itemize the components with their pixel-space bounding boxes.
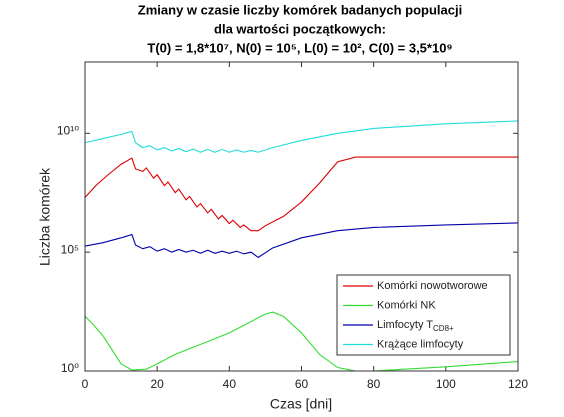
legend-label: Krążące limfocyty <box>377 338 464 350</box>
line-series <box>85 222 518 259</box>
legend-box <box>336 274 511 356</box>
plot-frame <box>84 61 519 372</box>
x-tick-label: 120 <box>508 377 528 391</box>
chart-title: dla wartości początkowych: <box>214 21 386 36</box>
chart-title: Zmiany w czasie liczby komórek badanych … <box>138 2 462 17</box>
line-series <box>85 120 518 153</box>
y-tick-label: 10¹⁰ <box>57 123 79 137</box>
x-tick-label: 100 <box>436 377 456 391</box>
legend-label: Komórki nowotworowe <box>377 280 488 292</box>
x-tick-label: 60 <box>295 377 309 391</box>
x-tick-label: 40 <box>223 377 237 391</box>
y-tick-label: 10⁰ <box>61 361 79 375</box>
x-tick-label: 0 <box>82 377 89 391</box>
line-series <box>85 311 518 371</box>
y-tick-label: 10⁵ <box>61 242 79 256</box>
x-tick-label: 20 <box>150 377 164 391</box>
chart-title: T(0) = 1,8*10⁷, N(0) = 10⁵, L(0) = 10², … <box>147 40 452 55</box>
legend-label: Limfocyty T <box>377 319 433 331</box>
x-tick-label: 80 <box>367 377 381 391</box>
x-axis-label: Czas [dni] <box>270 396 332 412</box>
legend-label: Komórki NK <box>377 299 436 311</box>
y-axis-label: Liczba komórek <box>37 167 53 266</box>
line-series <box>85 156 518 232</box>
legend-subscript: CD8+ <box>433 324 454 333</box>
